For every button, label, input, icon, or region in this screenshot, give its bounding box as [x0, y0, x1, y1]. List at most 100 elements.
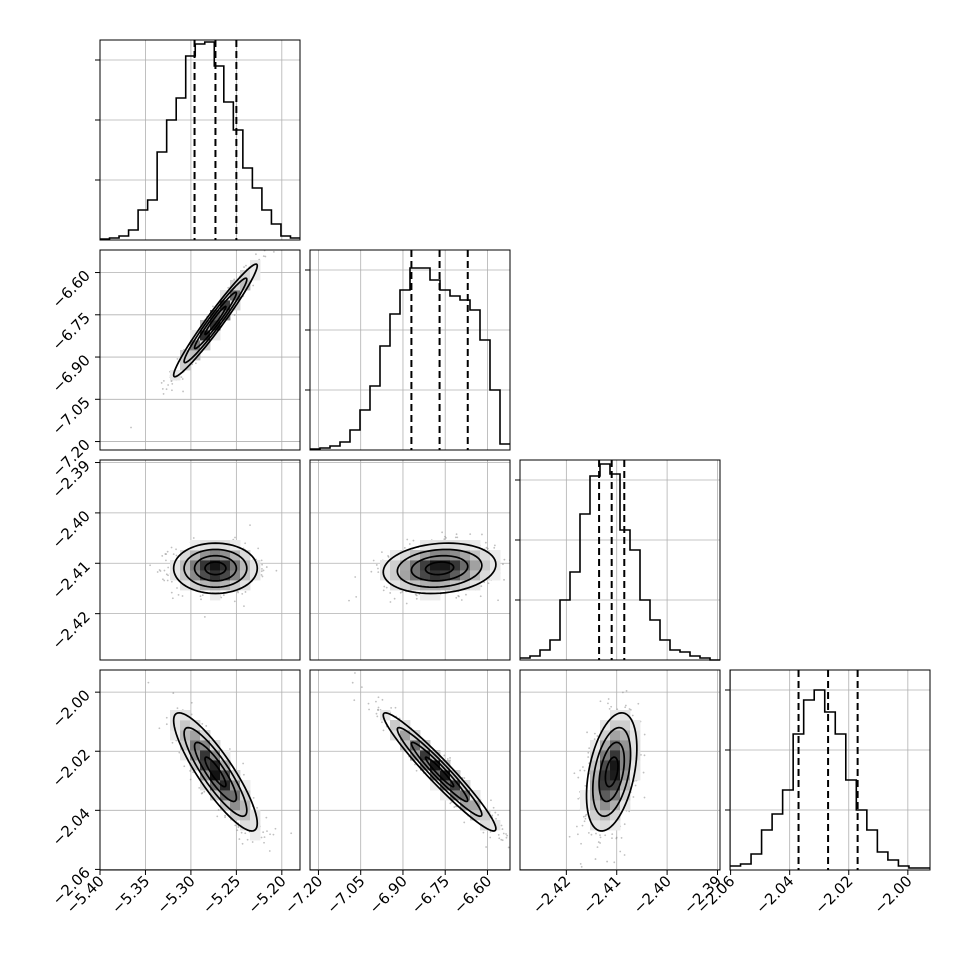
density-cell — [630, 740, 641, 751]
sample-point — [494, 811, 497, 814]
density-cell — [200, 750, 211, 761]
density-cell — [440, 580, 451, 591]
sample-point — [393, 597, 396, 600]
density-cell — [460, 560, 471, 571]
density-cell — [460, 570, 471, 581]
density-cell — [200, 560, 211, 571]
sample-point — [190, 713, 193, 716]
sample-point — [406, 538, 409, 541]
sample-point — [599, 836, 602, 839]
density-cell — [490, 570, 501, 581]
sample-point — [455, 805, 457, 808]
sample-point — [216, 815, 219, 818]
density-cell — [490, 550, 501, 561]
contour-level-3 — [172, 263, 259, 378]
density-cell — [400, 560, 411, 571]
contour-level-1 — [193, 291, 238, 350]
sample-point — [272, 250, 275, 253]
sample-point — [580, 865, 583, 868]
sample-point — [249, 524, 251, 527]
histogram-panel-2 — [515, 459, 721, 661]
sample-point — [354, 576, 357, 578]
density-cell — [600, 810, 611, 821]
sample-point — [505, 833, 507, 835]
density-cell — [450, 570, 461, 581]
sample-point — [376, 715, 379, 718]
panel-content — [310, 670, 510, 870]
sample-point — [463, 777, 466, 779]
sample-point — [599, 834, 601, 836]
sample-point — [234, 824, 237, 827]
histogram-step-0 — [100, 41, 300, 240]
density-cell — [230, 780, 241, 791]
sample-point — [255, 253, 257, 256]
sample-point — [268, 850, 271, 852]
density-cell — [200, 570, 211, 581]
density-cell — [430, 760, 441, 771]
density-cell — [170, 730, 181, 741]
sample-point — [233, 278, 236, 281]
contour-level-2 — [183, 726, 248, 818]
sample-point — [607, 702, 609, 705]
sample-point — [382, 729, 385, 732]
sample-point — [370, 570, 373, 573]
sample-point — [260, 574, 263, 576]
contour-level-2 — [396, 726, 483, 818]
density-cell — [170, 720, 181, 731]
sample-point — [599, 700, 602, 703]
sample-point — [381, 721, 383, 724]
sample-point — [182, 390, 184, 393]
sample-point — [260, 570, 263, 573]
sample-point — [449, 802, 452, 805]
sample-point — [643, 733, 646, 736]
sample-point — [586, 731, 588, 734]
contour-level-3 — [382, 712, 497, 832]
sample-point — [261, 563, 263, 566]
sample-point — [579, 769, 582, 772]
density-cell — [620, 730, 631, 741]
density-cell — [220, 550, 231, 561]
sample-point — [399, 591, 402, 594]
density-cell — [240, 270, 251, 281]
sample-point — [228, 748, 231, 750]
sample-point — [261, 575, 264, 578]
density-cell — [460, 550, 471, 561]
density-cell — [220, 770, 231, 781]
panel-frame — [99, 459, 301, 661]
sample-point — [177, 593, 180, 596]
panel-content — [310, 460, 513, 660]
sample-point — [620, 837, 623, 839]
sample-point — [201, 791, 204, 794]
sample-point — [167, 566, 170, 569]
sample-point — [403, 547, 406, 549]
panel-content — [100, 670, 300, 870]
sample-point — [449, 757, 451, 759]
sample-point — [234, 536, 236, 539]
sample-point — [243, 266, 245, 268]
sample-point — [377, 709, 380, 712]
density-cell — [590, 770, 601, 781]
sample-point — [189, 769, 191, 772]
density-cell — [600, 780, 611, 791]
sample-point — [130, 426, 132, 429]
density-cell — [390, 720, 401, 731]
density-cell — [230, 800, 241, 811]
sample-point — [170, 546, 173, 549]
density-cell — [250, 820, 261, 831]
density-cell — [180, 550, 191, 561]
sample-point — [624, 706, 627, 709]
sample-point — [511, 563, 513, 565]
sample-point — [277, 228, 279, 230]
sample-point — [579, 862, 582, 865]
sample-point — [587, 751, 590, 754]
sample-point — [224, 816, 226, 819]
sample-point — [585, 813, 588, 816]
density-cell — [440, 540, 451, 551]
sample-point — [222, 594, 225, 596]
sample-point — [272, 833, 275, 836]
sample-point — [200, 598, 202, 601]
contour-level-1 — [410, 741, 469, 803]
sample-point — [165, 553, 168, 555]
sample-point — [628, 810, 631, 813]
sample-point — [584, 815, 587, 817]
